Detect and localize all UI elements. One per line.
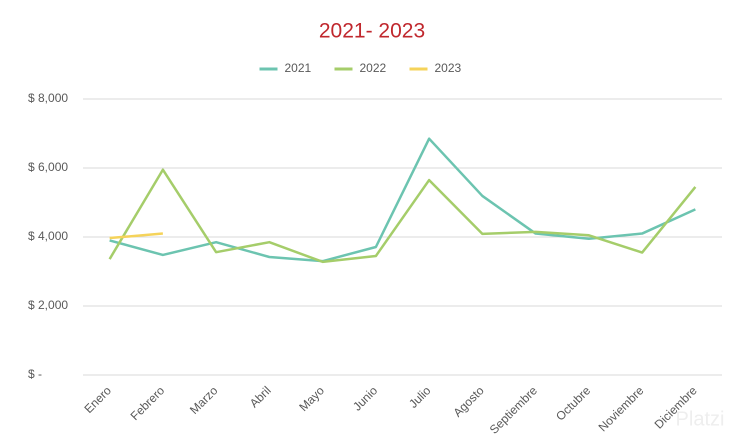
- legend-label: 2022: [360, 61, 387, 75]
- line-series: [109, 232, 163, 240]
- y-tick-label: $ 2,000: [28, 298, 68, 312]
- chart-title: 2021- 2023: [319, 20, 425, 43]
- legend-label: 2023: [435, 61, 462, 75]
- line-series: [108, 168, 697, 264]
- watermark: Platzi: [676, 408, 725, 430]
- legend-label: 2021: [285, 61, 312, 75]
- y-tick-label: $ 4,000: [28, 229, 68, 243]
- y-tick-label: $ 8,000: [28, 91, 68, 105]
- y-tick-label: $ 6,000: [28, 160, 68, 174]
- y-tick-label: $ -: [28, 367, 42, 381]
